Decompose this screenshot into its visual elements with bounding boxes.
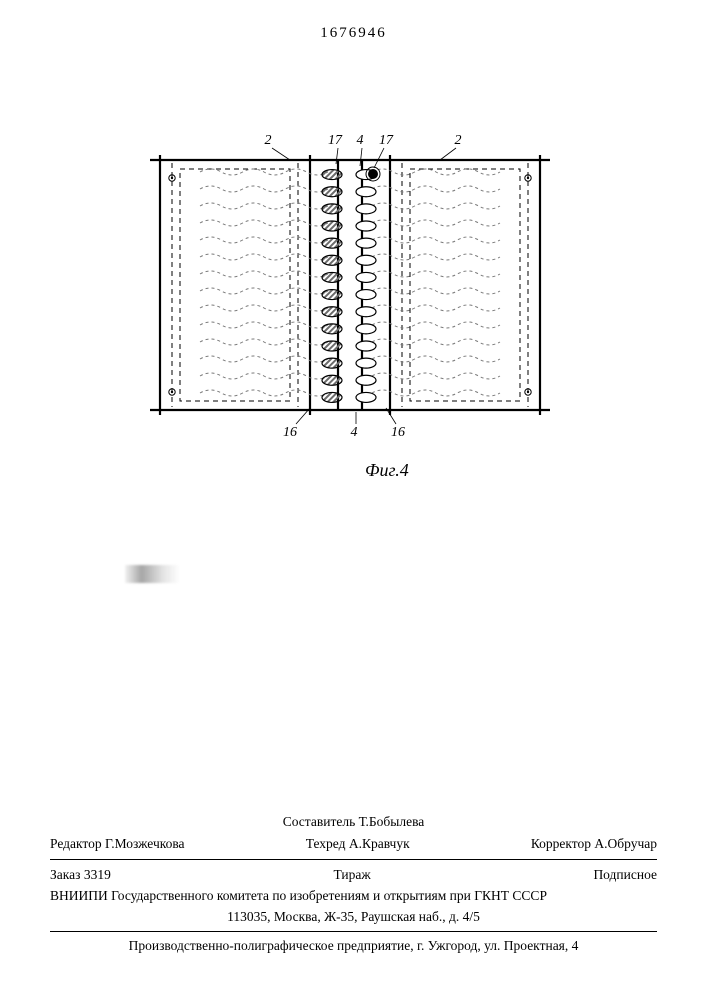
order: Заказ 3319 [50,866,111,884]
compiler-label: Составитель [283,814,356,829]
print-smudge [125,565,180,583]
org-line: ВНИИПИ Государственного комитета по изоб… [50,886,657,906]
order-number: 3319 [84,867,111,882]
corrector-label: Корректор [531,836,591,851]
svg-text:4: 4 [351,425,358,440]
editor: Редактор Г.Мозжечкова [50,835,185,853]
credits-row: Редактор Г.Мозжечкова Техред А.Кравчук К… [50,833,657,855]
order-row: Заказ 3319 Тираж Подписное [50,864,657,886]
divider-2 [50,931,657,932]
svg-text:17: 17 [379,133,394,148]
org-address: 113035, Москва, Ж-35, Раушская наб., д. … [50,907,657,927]
imprint-block: Составитель Т.Бобылева Редактор Г.Мозжеч… [50,811,657,956]
tech-editor-name: А.Кравчук [349,836,410,851]
svg-text:17: 17 [328,133,343,148]
figure-4: 2 2 17 4 17 16 4 16 [140,130,560,450]
svg-text:2: 2 [265,133,272,148]
tech-editor: Техред А.Кравчук [306,835,410,853]
svg-text:4: 4 [357,133,364,148]
editor-name: Г.Мозжечкова [105,836,185,851]
figure-caption: Фиг.4 [365,460,409,481]
figure-svg: 2 2 17 4 17 16 4 16 [140,130,560,450]
order-label: Заказ [50,867,80,882]
subscription: Подписное [593,866,657,884]
divider-1 [50,859,657,860]
corrector: Корректор А.Обручар [531,835,657,853]
compiler-name: Т.Бобылева [359,814,425,829]
svg-text:2: 2 [455,133,462,148]
editor-label: Редактор [50,836,102,851]
svg-text:16: 16 [283,425,297,440]
tech-editor-label: Техред [306,836,346,851]
page: 1676946 2 2 17 4 17 16 4 16 Фиг.4 Составитель Т… [0,0,707,1000]
svg-text:16: 16 [391,425,405,440]
compiler-row: Составитель Т.Бобылева [50,811,657,833]
print-run-label: Тираж [334,866,371,884]
corrector-name: А.Обручар [594,836,657,851]
compiler: Составитель Т.Бобылева [283,813,425,831]
document-number: 1676946 [0,25,707,42]
printer-line: Производственно-полиграфическое предприя… [50,936,657,956]
